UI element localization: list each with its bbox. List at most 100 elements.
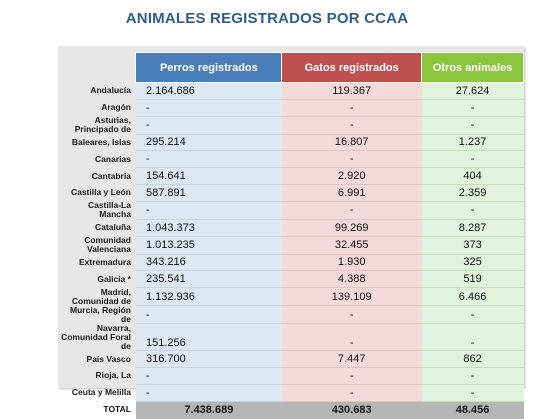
row-region-label: Cantabria bbox=[91, 170, 131, 181]
row-region-label: Aragón bbox=[101, 102, 131, 113]
table-row: Cataluña 1.043.373 99.269 8.287 bbox=[58, 219, 524, 237]
cell-otros: - bbox=[421, 150, 524, 169]
total-gatos: 430.683 bbox=[281, 401, 422, 419]
cell-perros: - bbox=[135, 201, 282, 220]
table-row: Castilla-La Mancha - - - bbox=[58, 200, 524, 220]
row-region-label: Asturias, Principado de bbox=[74, 115, 131, 135]
cell-perros: - bbox=[135, 305, 282, 325]
row-region-label: Castilla-La Mancha bbox=[87, 200, 131, 220]
cell-perros: - bbox=[135, 150, 282, 169]
table-row: Ceuta y Melilla - - - bbox=[58, 384, 524, 402]
cell-otros: 325 bbox=[421, 254, 524, 272]
table-row: Asturias, Principado de - - - bbox=[58, 115, 524, 135]
row-region-label: Galicia * bbox=[97, 273, 131, 284]
table-row: Rioja, La - - - bbox=[58, 367, 524, 385]
cell-otros: 8.287 bbox=[421, 219, 524, 237]
cell-gatos: 6.991 bbox=[281, 184, 422, 202]
row-region-label: Castilla y León bbox=[70, 187, 131, 198]
cell-gatos: - bbox=[281, 201, 422, 220]
cell-otros: - bbox=[421, 367, 524, 385]
cell-gatos: 4.388 bbox=[281, 270, 422, 289]
cell-otros: - bbox=[421, 201, 524, 220]
cell-gatos: - bbox=[281, 99, 422, 117]
cell-perros: 1.132.936 bbox=[135, 287, 282, 307]
cell-otros: 404 bbox=[421, 167, 524, 185]
row-region-label: Rioja, La bbox=[95, 370, 131, 381]
table-row: Comunidad Valenciana 1.013.235 32.455 373 bbox=[58, 235, 524, 255]
table-row: Aragón - - - bbox=[58, 99, 524, 117]
table-row: Baleares, Islas 295.214 16.807 1.237 bbox=[58, 134, 524, 152]
cell-gatos: 16.807 bbox=[281, 134, 422, 152]
cell-perros: 154.641 bbox=[135, 167, 282, 185]
cell-gatos: 1.930 bbox=[281, 254, 422, 272]
cell-gatos: - bbox=[281, 367, 422, 385]
table-row: Castilla y León 587.891 6.991 2.359 bbox=[58, 184, 524, 202]
cell-perros: 1.013.235 bbox=[135, 236, 282, 255]
row-region-label: Baleares, Islas bbox=[71, 136, 131, 147]
cell-otros: 519 bbox=[421, 270, 524, 289]
cell-gatos: 139.109 bbox=[281, 287, 422, 307]
cell-otros: - bbox=[421, 384, 524, 402]
cell-gatos: 2.920 bbox=[281, 167, 422, 185]
row-region-label: Canarias bbox=[95, 153, 131, 164]
header-gatos: Gatos registrados bbox=[281, 52, 423, 83]
cell-otros: - bbox=[421, 116, 524, 135]
cell-perros: - bbox=[135, 99, 282, 117]
table-row: Cantabria 154.641 2.920 404 bbox=[58, 167, 524, 185]
cell-perros: 1.043.373 bbox=[135, 219, 282, 237]
header-row: Perros registrados Gatos registrados Otr… bbox=[58, 52, 524, 83]
cell-gatos: - bbox=[281, 323, 422, 352]
header-otros: Otros animales bbox=[421, 52, 524, 83]
table-row: Extremadura 343.216 1.930 325 bbox=[58, 254, 524, 272]
row-region-label: Andalucía bbox=[90, 85, 131, 96]
cell-gatos: 119.367 bbox=[281, 82, 422, 100]
total-otros: 48.456 bbox=[421, 401, 524, 419]
cell-perros: 235.541 bbox=[135, 270, 282, 289]
cell-gatos: 99.269 bbox=[281, 219, 422, 237]
cell-otros: 373 bbox=[421, 236, 524, 255]
total-perros: 7.438.689 bbox=[135, 401, 282, 419]
page-title: ANIMALES REGISTRADOS POR CCAA bbox=[125, 10, 409, 27]
row-region-label: Cataluña bbox=[95, 222, 131, 233]
cell-perros: 151.256 bbox=[135, 323, 282, 352]
cell-gatos: 32.455 bbox=[281, 236, 422, 255]
cell-gatos: - bbox=[281, 116, 422, 135]
cell-gatos: - bbox=[281, 305, 422, 325]
cell-perros: - bbox=[135, 384, 282, 402]
row-region-label: Navarra, Comunidad Foral de bbox=[61, 322, 131, 351]
table-row: País Vasco 316.700 7.447 862 bbox=[58, 350, 524, 368]
row-region-label: Extremadura bbox=[78, 256, 131, 267]
row-region-label: Murcia, Región de bbox=[70, 304, 131, 324]
cell-otros: - bbox=[421, 99, 524, 117]
table-row: Navarra, Comunidad Foral de 151.256- - bbox=[58, 322, 524, 352]
table-row: Madrid, Comunidad de 1.132.936 139.109 6.46… bbox=[58, 286, 524, 307]
cell-otros: - bbox=[421, 305, 524, 325]
table-body: Andalucía 2.164.686 119.367 27.624 Aragón - - -… bbox=[58, 82, 524, 419]
cell-gatos: - bbox=[281, 384, 422, 402]
data-table: Perros registrados Gatos registrados Otr… bbox=[58, 52, 524, 419]
cell-perros: 587.891 bbox=[135, 184, 282, 202]
row-region-label: País Vasco bbox=[86, 353, 131, 364]
cell-otros: 27.624 bbox=[421, 82, 524, 100]
cell-perros: 316.700 bbox=[135, 350, 282, 368]
cell-otros: 862 bbox=[421, 350, 524, 368]
cell-otros: - bbox=[421, 323, 524, 352]
cell-gatos: - bbox=[281, 150, 422, 169]
row-region-label: Ceuta y Melilla bbox=[71, 387, 131, 398]
cell-perros: - bbox=[135, 367, 282, 385]
cell-otros: 1.237 bbox=[421, 134, 524, 152]
row-region-label: Madrid, Comunidad de bbox=[71, 286, 131, 306]
total-row: TOTAL 7.438.689 430.683 48.456 bbox=[58, 401, 524, 419]
row-region-label: Comunidad Valenciana bbox=[84, 235, 131, 255]
table-panel: Perros registrados Gatos registrados Otr… bbox=[58, 46, 524, 419]
header-blank bbox=[58, 53, 136, 83]
header-perros: Perros registrados bbox=[135, 52, 283, 83]
cell-gatos: 7.447 bbox=[281, 350, 422, 368]
cell-perros: 343.216 bbox=[135, 254, 282, 272]
cell-perros: 295.214 bbox=[135, 134, 282, 152]
cell-perros: - bbox=[135, 116, 282, 135]
total-label: TOTAL bbox=[103, 404, 131, 415]
cell-otros: 2.359 bbox=[421, 184, 524, 202]
table-row: Canarias - - - bbox=[58, 150, 524, 169]
table-row: Andalucía 2.164.686 119.367 27.624 bbox=[58, 82, 524, 100]
